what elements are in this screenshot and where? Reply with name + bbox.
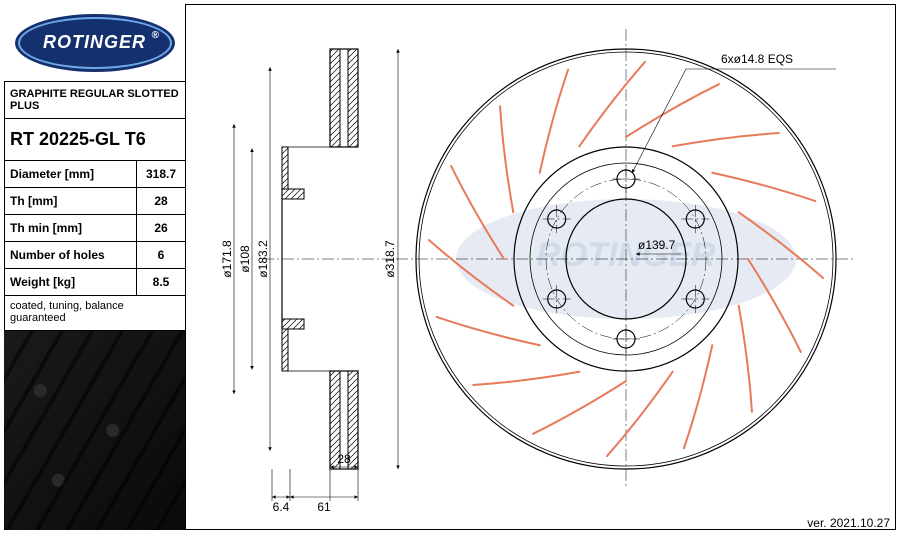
spec-row: Weight [kg]8.5: [4, 269, 186, 296]
technical-drawing: ROTINGER 6xø14.8 EQSø139.7ø318.7ø183.2ø1…: [186, 4, 896, 530]
registered-icon: ®: [152, 30, 160, 41]
front-view: [396, 29, 856, 489]
notes-text: coated, tuning, balance guaranteed: [10, 300, 124, 324]
spec-row: Number of holes6: [4, 242, 186, 269]
callout-outer-dia: ø318.7: [383, 240, 397, 278]
spec-row: Th min [mm]26: [4, 215, 186, 242]
part-number: RT 20225-GL T6: [4, 119, 186, 161]
spec-label: Number of holes: [4, 242, 137, 268]
drawing-svg: ROTINGER 6xø14.8 EQSø139.7ø318.7ø183.2ø1…: [186, 4, 896, 530]
spec-row: Diameter [mm]318.7: [4, 161, 186, 188]
product-title: GRAPHITE REGULAR SLOTTED PLUS: [4, 82, 186, 119]
logo-text: ROTINGER ®: [43, 32, 146, 53]
spec-value: 318.7: [137, 161, 185, 187]
callout-overall-dia: ø183.2: [256, 240, 270, 278]
spec-value: 8.5: [137, 269, 185, 295]
callout-height: 61: [317, 500, 331, 514]
callout-bolt-pattern: 6xø14.8 EQS: [721, 52, 793, 66]
logo-ellipse: ROTINGER ®: [15, 14, 175, 72]
spec-value: 28: [137, 188, 185, 214]
callout-hat-dia: ø171.8: [220, 240, 234, 278]
notes: coated, tuning, balance guaranteed: [4, 296, 186, 331]
spec-value: 6: [137, 242, 185, 268]
spec-row: Th [mm]28: [4, 188, 186, 215]
spec-panel: ROTINGER ® GRAPHITE REGULAR SLOTTED PLUS…: [4, 4, 186, 530]
side-view: [262, 49, 398, 469]
logo: ROTINGER ®: [4, 4, 186, 82]
spec-label: Th [mm]: [4, 188, 137, 214]
callout-thickness: 28: [337, 452, 351, 466]
spec-label: Diameter [mm]: [4, 161, 137, 187]
version-label: ver. 2021.10.27: [807, 516, 890, 530]
callout-bore: ø139.7: [638, 238, 676, 252]
callout-offset: 6.4: [273, 500, 290, 514]
spec-value: 26: [137, 215, 185, 241]
callout-step-dia: ø108: [238, 245, 252, 273]
brand-name: ROTINGER: [43, 32, 146, 52]
spec-label: Weight [kg]: [4, 269, 137, 295]
product-photo: [4, 331, 186, 530]
spec-label: Th min [mm]: [4, 215, 137, 241]
